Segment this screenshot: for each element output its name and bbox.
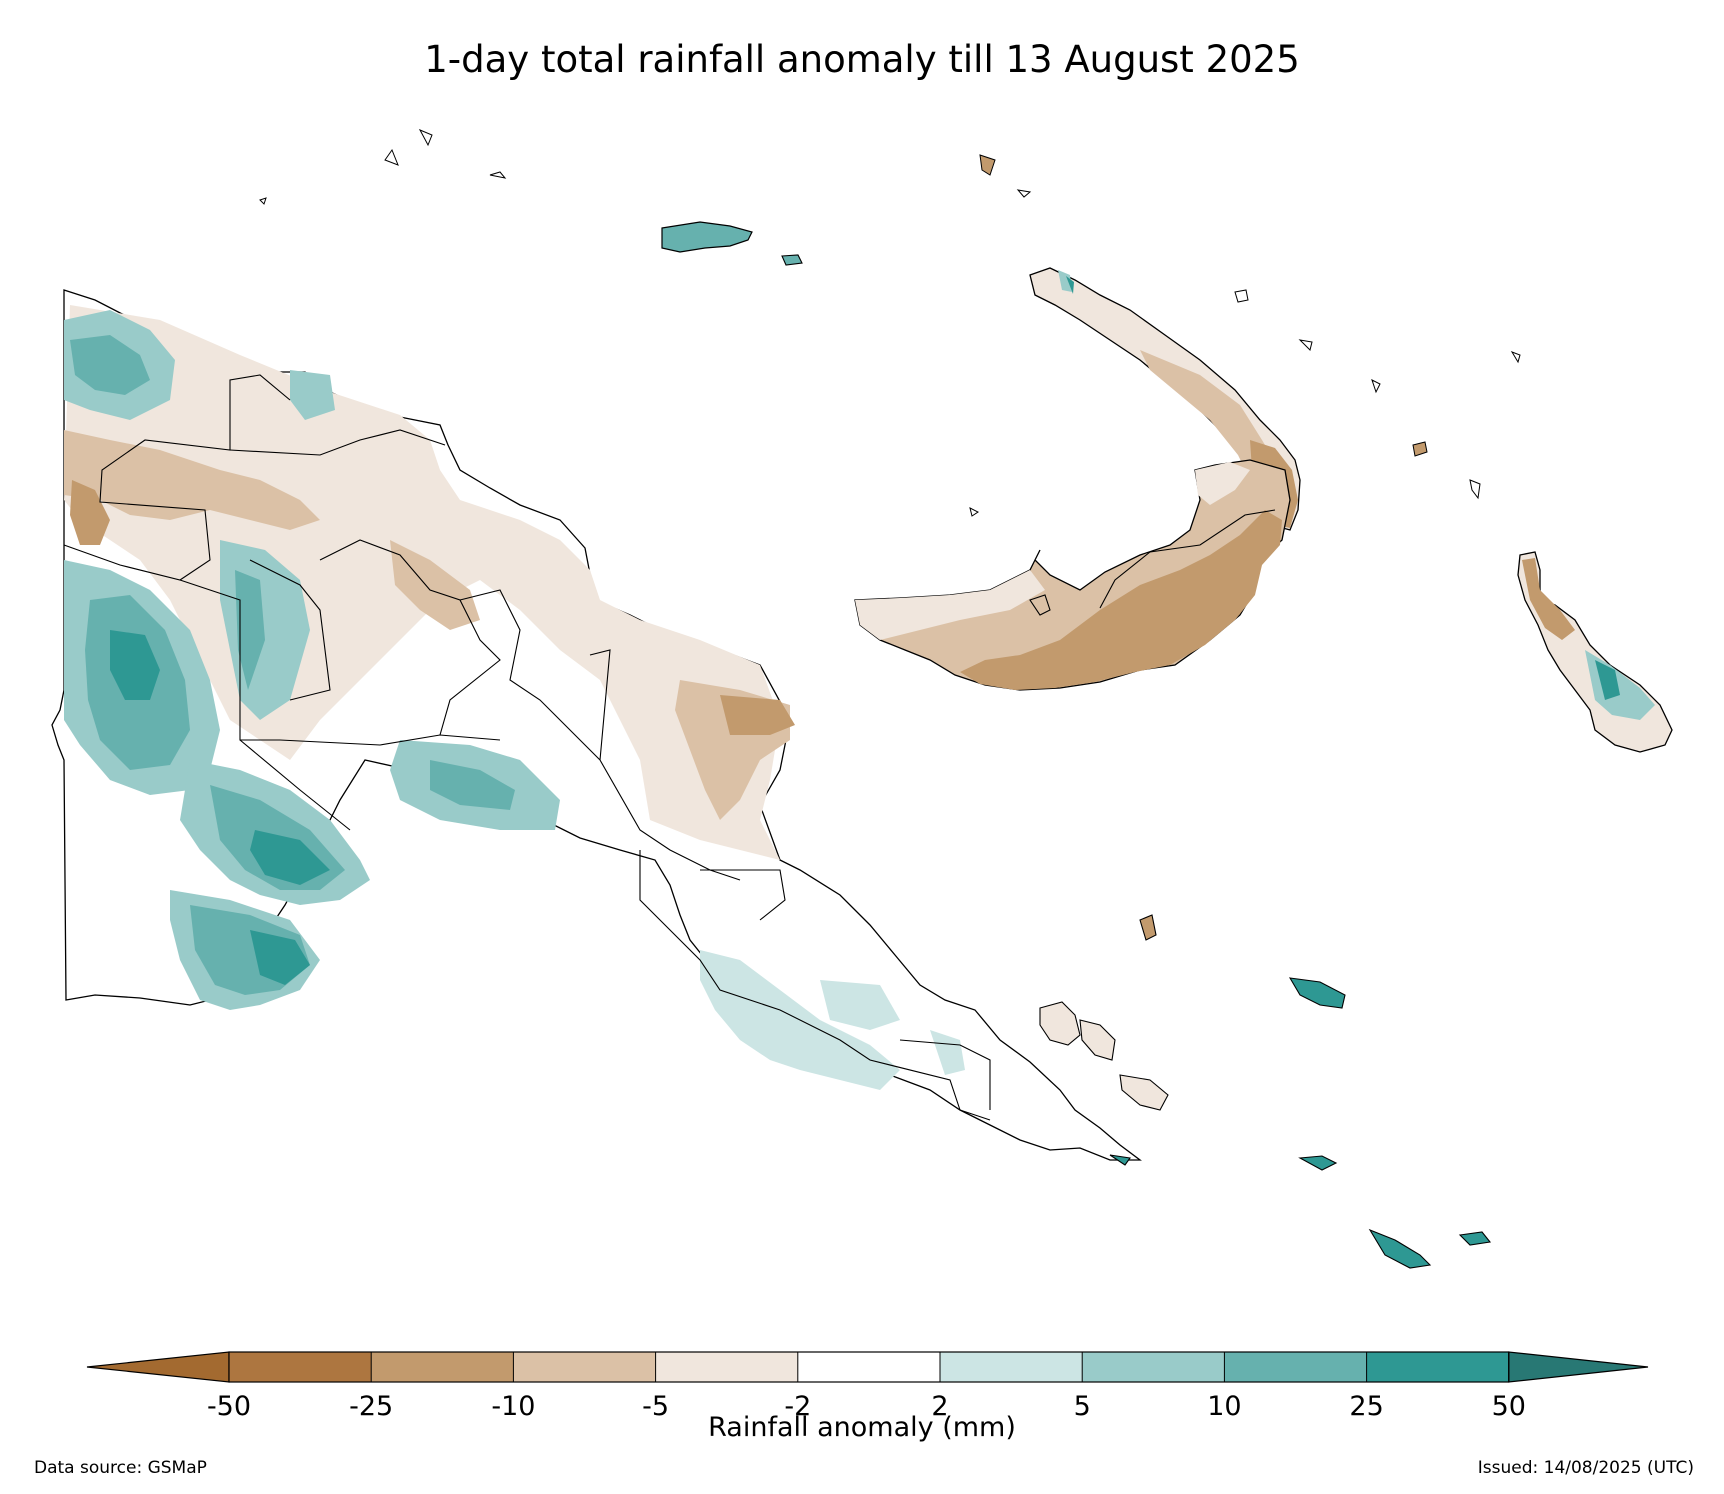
colorbar-tick-label: 25 bbox=[1349, 1391, 1383, 1422]
new-britain bbox=[854, 459, 1291, 691]
colorbar-extend-high bbox=[1508, 1351, 1649, 1383]
mainland bbox=[51, 289, 1142, 1161]
colorbar-segment bbox=[229, 1352, 372, 1382]
northern-islets bbox=[259, 129, 1032, 205]
colorbar-tick-label: 2 bbox=[931, 1391, 948, 1422]
colorbar-extend-low bbox=[86, 1351, 230, 1383]
colorbar-tick-label: 50 bbox=[1492, 1391, 1526, 1422]
colorbar-segment bbox=[1366, 1352, 1509, 1382]
manus-island bbox=[661, 221, 803, 266]
colorbar-tick-label: -2 bbox=[784, 1391, 811, 1422]
colorbar-tick-label: -5 bbox=[642, 1391, 669, 1422]
colorbar-segment bbox=[1082, 1352, 1225, 1382]
southeast-islands bbox=[1029, 594, 1492, 1269]
issued-date: Issued: 14/08/2025 (UTC) bbox=[1477, 1458, 1694, 1478]
colorbar-segment bbox=[655, 1352, 798, 1382]
colorbar-segment bbox=[940, 1352, 1083, 1382]
colorbar-tick-label: -25 bbox=[349, 1391, 393, 1422]
colorbar-segment bbox=[1224, 1352, 1367, 1382]
colorbar-segment bbox=[371, 1352, 514, 1382]
colorbar-tick-label: -50 bbox=[207, 1391, 251, 1422]
colorbar-tick-label: 5 bbox=[1074, 1391, 1091, 1422]
bougainville bbox=[1517, 551, 1673, 753]
colorbar-tick-label: -10 bbox=[491, 1391, 535, 1422]
colorbar-tick-label: 10 bbox=[1207, 1391, 1241, 1422]
colorbar-segment bbox=[513, 1352, 656, 1382]
colorbar: -50 -25 -10 -5 -2 2 5 10 25 50 bbox=[86, 1351, 1649, 1422]
colorbar-label: Rainfall anomaly (mm) bbox=[708, 1412, 1016, 1443]
eastern-islets bbox=[969, 289, 1521, 517]
data-source-note: Data source: GSMaP bbox=[34, 1458, 207, 1478]
colorbar-segment bbox=[797, 1352, 940, 1382]
map-title: 1-day total rainfall anomaly till 13 Aug… bbox=[424, 38, 1300, 81]
